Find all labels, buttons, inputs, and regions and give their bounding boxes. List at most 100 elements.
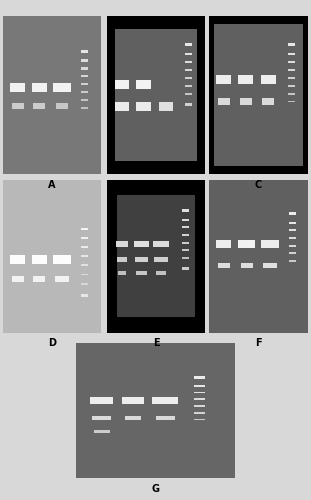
Text: A: A bbox=[48, 180, 56, 190]
Bar bbox=[289, 252, 295, 254]
Bar bbox=[115, 80, 129, 88]
Bar bbox=[135, 257, 148, 262]
Bar bbox=[81, 76, 88, 78]
Bar bbox=[117, 195, 195, 318]
Bar bbox=[289, 222, 295, 224]
Bar bbox=[81, 91, 88, 93]
Bar bbox=[194, 405, 206, 407]
Bar bbox=[81, 283, 88, 284]
Bar bbox=[288, 53, 295, 56]
Bar bbox=[53, 254, 71, 264]
Bar bbox=[288, 100, 295, 102]
Bar bbox=[136, 271, 147, 275]
Bar bbox=[238, 240, 255, 248]
Bar bbox=[185, 44, 192, 46]
Bar bbox=[152, 398, 178, 404]
Bar bbox=[185, 85, 192, 86]
Bar bbox=[261, 75, 276, 84]
Bar bbox=[115, 29, 197, 162]
Bar bbox=[159, 102, 174, 110]
Text: D: D bbox=[48, 338, 56, 348]
Bar bbox=[81, 228, 88, 230]
Bar bbox=[125, 416, 141, 420]
Bar bbox=[185, 69, 192, 71]
Bar bbox=[194, 384, 206, 386]
Bar bbox=[238, 75, 253, 84]
Bar bbox=[194, 398, 206, 400]
Bar bbox=[122, 398, 144, 404]
Bar bbox=[182, 218, 189, 221]
Bar bbox=[182, 257, 189, 258]
Bar bbox=[288, 77, 295, 79]
Bar bbox=[288, 93, 295, 94]
Bar bbox=[94, 430, 109, 434]
Bar bbox=[81, 99, 88, 101]
Bar bbox=[136, 102, 151, 110]
Bar bbox=[12, 103, 24, 110]
Bar bbox=[81, 107, 88, 108]
Bar bbox=[81, 60, 88, 62]
Bar bbox=[194, 412, 206, 414]
Bar bbox=[288, 44, 295, 46]
Bar bbox=[289, 212, 295, 215]
Bar bbox=[154, 257, 168, 262]
Bar bbox=[81, 50, 88, 52]
Bar bbox=[117, 257, 127, 262]
Bar bbox=[289, 244, 295, 246]
Bar bbox=[156, 271, 166, 275]
Bar bbox=[153, 241, 169, 247]
Bar bbox=[134, 241, 149, 247]
Bar bbox=[116, 241, 128, 247]
Bar bbox=[32, 82, 47, 92]
Bar bbox=[32, 254, 47, 264]
Bar bbox=[55, 276, 69, 282]
Bar bbox=[185, 53, 192, 56]
Bar bbox=[216, 75, 231, 84]
Text: F: F bbox=[255, 338, 262, 348]
Bar bbox=[182, 249, 189, 251]
Text: G: G bbox=[151, 484, 160, 494]
Bar bbox=[34, 276, 45, 282]
Bar bbox=[81, 237, 88, 239]
Bar bbox=[11, 82, 25, 92]
Bar bbox=[185, 61, 192, 64]
Bar bbox=[34, 103, 45, 110]
Bar bbox=[11, 254, 25, 264]
Bar bbox=[118, 271, 126, 275]
Bar bbox=[12, 276, 24, 282]
Bar bbox=[185, 93, 192, 94]
Bar bbox=[288, 85, 295, 86]
Bar bbox=[156, 416, 174, 420]
Bar bbox=[81, 264, 88, 266]
Bar bbox=[136, 80, 151, 88]
Bar bbox=[216, 240, 231, 248]
Bar bbox=[262, 98, 274, 104]
Bar bbox=[289, 260, 295, 262]
Text: E: E bbox=[153, 338, 160, 348]
Bar bbox=[91, 398, 113, 404]
Bar bbox=[81, 83, 88, 85]
Bar bbox=[218, 262, 230, 268]
Bar bbox=[289, 230, 295, 232]
Bar bbox=[182, 209, 189, 212]
Bar bbox=[182, 267, 189, 270]
Bar bbox=[194, 418, 206, 420]
Bar bbox=[81, 246, 88, 248]
Bar bbox=[182, 242, 189, 244]
Bar bbox=[81, 294, 88, 298]
Bar bbox=[182, 226, 189, 228]
Bar bbox=[194, 376, 206, 378]
Bar bbox=[240, 98, 252, 104]
Bar bbox=[182, 234, 189, 236]
Bar bbox=[288, 61, 295, 64]
Text: C: C bbox=[255, 180, 262, 190]
Bar bbox=[263, 262, 277, 268]
Bar bbox=[81, 68, 88, 70]
Bar bbox=[115, 102, 129, 110]
Bar bbox=[185, 77, 192, 79]
Bar bbox=[92, 416, 111, 420]
Bar bbox=[81, 274, 88, 276]
Bar bbox=[194, 392, 206, 394]
Text: B: B bbox=[153, 180, 160, 190]
Bar bbox=[262, 240, 279, 248]
